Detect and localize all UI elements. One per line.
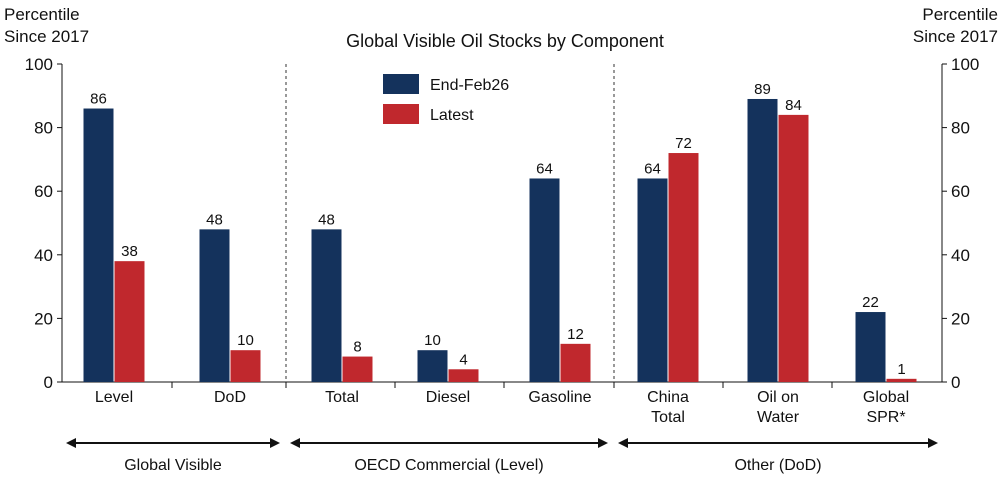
bar bbox=[529, 178, 560, 382]
group-label: OECD Commercial (Level) bbox=[354, 457, 543, 474]
bar bbox=[417, 350, 448, 382]
bar bbox=[342, 356, 373, 382]
y-tick-label-right: 60 bbox=[951, 182, 970, 201]
y-tick-label-left: 40 bbox=[34, 246, 53, 265]
y-axis-title-left: Percentile bbox=[4, 5, 80, 24]
y-tick-label-left: 0 bbox=[44, 373, 53, 392]
group-label: Global Visible bbox=[124, 457, 222, 474]
x-tick-label: Level bbox=[95, 389, 133, 406]
data-label: 89 bbox=[754, 81, 771, 98]
bar bbox=[311, 229, 342, 382]
bar bbox=[668, 153, 699, 382]
data-label: 1 bbox=[897, 361, 905, 378]
data-label: 22 bbox=[862, 294, 879, 311]
data-label: 4 bbox=[459, 351, 467, 368]
data-label: 8 bbox=[353, 339, 361, 356]
x-tick-label: Oil on bbox=[757, 389, 799, 406]
y-tick-label-right: 20 bbox=[951, 309, 970, 328]
bar bbox=[637, 178, 668, 382]
x-tick-label: Total bbox=[651, 409, 685, 426]
bar bbox=[747, 98, 778, 382]
bar bbox=[560, 343, 591, 382]
legend-label: Latest bbox=[430, 107, 474, 124]
data-label: 38 bbox=[121, 243, 138, 260]
data-label: 48 bbox=[206, 211, 223, 228]
x-tick-label: China bbox=[647, 389, 689, 406]
y-tick-label-left: 60 bbox=[34, 182, 53, 201]
x-tick-label: SPR* bbox=[866, 409, 905, 426]
data-label: 72 bbox=[675, 135, 692, 152]
y-tick-label-right: 40 bbox=[951, 246, 970, 265]
group-label: Other (DoD) bbox=[734, 457, 821, 474]
y-tick-label-left: 80 bbox=[34, 119, 53, 138]
x-tick-label: Global bbox=[863, 389, 909, 406]
data-label: 10 bbox=[237, 332, 254, 349]
data-label: 86 bbox=[90, 91, 107, 108]
legend-swatch bbox=[383, 104, 419, 124]
data-label: 10 bbox=[424, 332, 441, 349]
legend-swatch bbox=[383, 74, 419, 94]
y-axis-title-right: Percentile bbox=[922, 5, 998, 24]
bar bbox=[83, 108, 114, 383]
y-tick-label-left: 20 bbox=[34, 309, 53, 328]
bar bbox=[855, 312, 886, 382]
bar bbox=[230, 350, 261, 382]
bar bbox=[886, 378, 917, 382]
y-tick-label-right: 80 bbox=[951, 119, 970, 138]
bar bbox=[778, 114, 809, 382]
x-tick-label: Total bbox=[325, 389, 359, 406]
legend-label: End-Feb26 bbox=[430, 77, 509, 94]
y-axis-title-left: Since 2017 bbox=[4, 27, 89, 46]
chart-title: Global Visible Oil Stocks by Component bbox=[346, 31, 664, 51]
y-tick-label-left: 100 bbox=[25, 55, 53, 74]
data-label: 12 bbox=[567, 326, 584, 343]
y-axis-title-right: Since 2017 bbox=[913, 27, 998, 46]
x-tick-label: Gasoline bbox=[528, 389, 591, 406]
x-tick-label: DoD bbox=[214, 389, 246, 406]
y-tick-label-right: 100 bbox=[951, 55, 979, 74]
data-label: 84 bbox=[785, 97, 802, 114]
data-label: 64 bbox=[644, 160, 661, 177]
x-tick-label: Diesel bbox=[426, 389, 470, 406]
y-tick-label-right: 0 bbox=[951, 373, 960, 392]
bar bbox=[199, 229, 230, 382]
bar bbox=[448, 369, 479, 382]
data-label: 48 bbox=[318, 211, 335, 228]
bar bbox=[114, 261, 145, 382]
x-tick-label: Water bbox=[757, 409, 800, 426]
data-label: 64 bbox=[536, 160, 553, 177]
